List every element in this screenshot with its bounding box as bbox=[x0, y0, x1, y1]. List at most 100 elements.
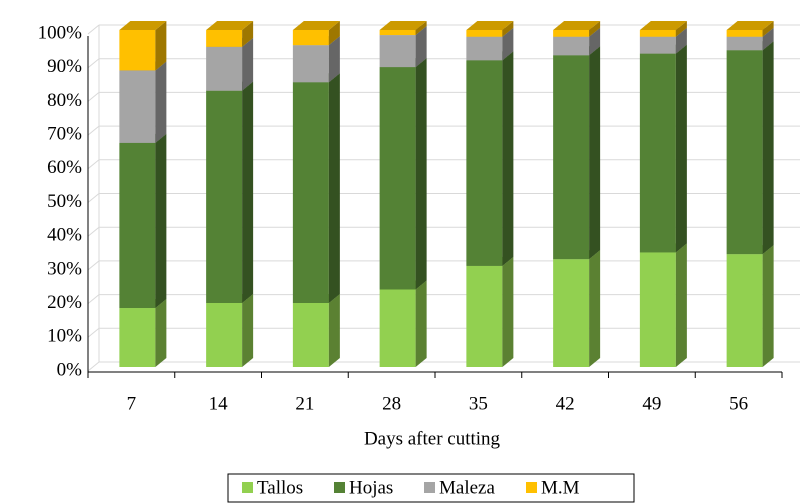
bar-segment bbox=[466, 30, 503, 37]
bar-segment-side bbox=[502, 21, 514, 37]
bar-segment-top bbox=[292, 21, 340, 30]
grid-line-floor bbox=[87, 193, 100, 203]
grid-line-floor bbox=[87, 92, 100, 102]
bar-segment bbox=[726, 30, 763, 37]
y-tick-label: 60% bbox=[47, 157, 82, 178]
bar-segment-side bbox=[589, 21, 601, 37]
bar-segment bbox=[553, 36, 590, 56]
legend-swatch bbox=[424, 482, 435, 493]
bar-segment-top bbox=[553, 21, 601, 30]
bar-segment bbox=[639, 53, 676, 253]
bar-segment-side bbox=[328, 36, 340, 83]
grid-line-floor bbox=[87, 294, 100, 304]
bar-segment bbox=[206, 30, 243, 47]
bar-segment-side bbox=[589, 250, 601, 367]
bar-segment bbox=[639, 36, 676, 54]
grid-line-floor bbox=[87, 125, 100, 136]
x-tick-label: 35 bbox=[469, 393, 488, 414]
bar-segment-side bbox=[762, 21, 774, 37]
bar-segment-top bbox=[119, 21, 167, 30]
y-tick-label: 40% bbox=[47, 225, 82, 246]
legend-label: Tallos bbox=[257, 477, 303, 498]
bar-segment bbox=[553, 30, 590, 37]
bar-segment bbox=[553, 55, 590, 260]
bar-segment bbox=[379, 67, 416, 290]
x-tick-label: 49 bbox=[642, 393, 661, 414]
bar-segment bbox=[379, 289, 416, 367]
bar-segment-side bbox=[589, 46, 601, 260]
bar-segment bbox=[292, 30, 329, 46]
bar-segment-side bbox=[155, 299, 167, 367]
x-tick-label: 56 bbox=[729, 393, 748, 414]
bar-segment bbox=[119, 70, 156, 143]
bar-segment-side bbox=[502, 256, 514, 367]
bar-segment bbox=[379, 30, 416, 36]
bar-segment-side bbox=[415, 58, 427, 290]
bar-segment-side bbox=[328, 293, 340, 367]
bar-segment-side bbox=[155, 61, 167, 143]
grid-line-floor bbox=[87, 260, 100, 271]
bar-segment-side bbox=[762, 27, 774, 51]
bar-segment-side bbox=[242, 21, 254, 47]
bar-segment-top bbox=[466, 21, 514, 30]
bar-segment bbox=[119, 308, 156, 367]
x-axis-label: Days after cutting bbox=[364, 428, 501, 449]
y-tick-label: 20% bbox=[47, 292, 82, 313]
grid-line-floor bbox=[87, 226, 100, 237]
bar-segment bbox=[726, 36, 763, 51]
bar-segment-side bbox=[242, 293, 254, 367]
bar-segment-side bbox=[589, 27, 601, 56]
bar-segment bbox=[119, 142, 156, 309]
y-tick-label: 100% bbox=[38, 22, 83, 43]
bar-segment bbox=[639, 252, 676, 367]
bar-segment bbox=[292, 82, 329, 303]
bar-segment bbox=[726, 254, 763, 367]
legend-swatch bbox=[526, 482, 537, 493]
legend-label: Maleza bbox=[439, 477, 495, 498]
x-tick-label: 28 bbox=[382, 393, 401, 414]
bar-segment-side bbox=[415, 21, 427, 36]
grid-line-floor bbox=[87, 24, 100, 35]
bar-segment bbox=[466, 60, 503, 266]
bar-segment-side bbox=[675, 243, 687, 367]
bar-segment-side bbox=[155, 21, 167, 71]
legend-label: M.M bbox=[541, 477, 580, 498]
y-tick-label: 70% bbox=[47, 123, 82, 144]
y-tick-label: 30% bbox=[47, 258, 82, 279]
grid-line-floor bbox=[87, 159, 100, 170]
bar-segment bbox=[379, 35, 416, 68]
bar-segment-side bbox=[415, 280, 427, 367]
bar-segment-side bbox=[675, 44, 687, 253]
bar-segment-side bbox=[415, 26, 427, 68]
grid-line-floor bbox=[87, 361, 100, 372]
x-tick-label: 14 bbox=[209, 393, 229, 414]
grid-line-floor bbox=[87, 58, 100, 69]
grid-line-floor bbox=[87, 327, 100, 338]
bar-segment-top bbox=[726, 21, 774, 30]
bar-segment-top bbox=[379, 21, 427, 30]
y-tick-label: 10% bbox=[47, 326, 82, 347]
bar-segment-side bbox=[762, 245, 774, 367]
bar-segment-top bbox=[206, 21, 254, 30]
bar-segment bbox=[726, 50, 763, 255]
y-tick-label: 90% bbox=[47, 56, 82, 77]
bar-segment-side bbox=[242, 37, 254, 91]
bar-segment-side bbox=[155, 133, 167, 309]
bar-segment-side bbox=[675, 27, 687, 54]
bar-segment-side bbox=[762, 41, 774, 255]
y-tick-label: 80% bbox=[47, 90, 82, 111]
bar-segment bbox=[292, 302, 329, 367]
x-tick-label: 21 bbox=[295, 393, 314, 414]
y-tick-label: 0% bbox=[57, 359, 83, 380]
bar-segment-side bbox=[328, 21, 340, 46]
bar-segment bbox=[639, 30, 676, 37]
legend-swatch bbox=[334, 482, 345, 493]
bar-segment bbox=[466, 265, 503, 367]
bar-segment-side bbox=[242, 81, 254, 303]
bar-segment bbox=[206, 90, 243, 303]
bar-segment bbox=[292, 45, 329, 83]
bar-segment-side bbox=[502, 51, 514, 266]
bar-segment bbox=[119, 30, 156, 71]
legend-label: Hojas bbox=[349, 477, 393, 498]
